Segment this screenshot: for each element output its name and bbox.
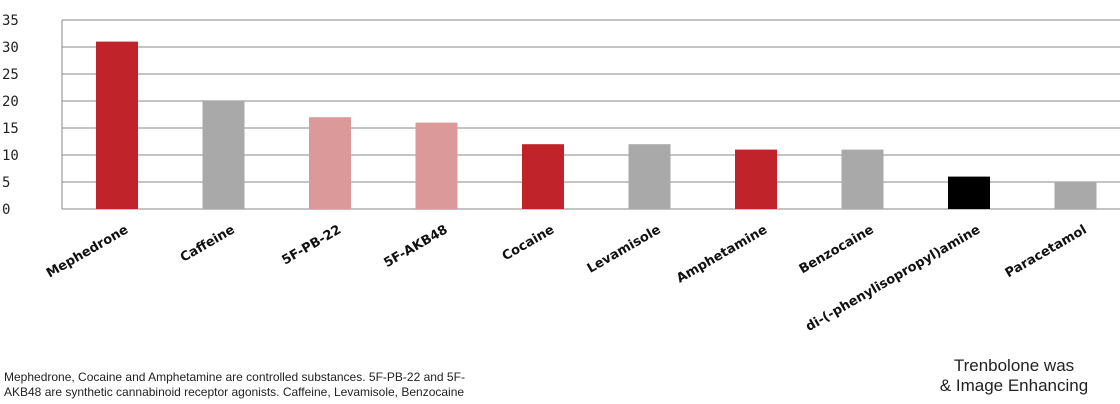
y-tick-label: 35: [2, 13, 19, 29]
x-category-label: 5F-PB-22: [279, 222, 344, 268]
bar-mephedrone: [96, 41, 138, 209]
x-category-label: Cocaine: [500, 222, 557, 264]
y-tick-label: 5: [2, 175, 10, 191]
bar-amphetamine: [735, 149, 777, 209]
x-category-label: Caffeine: [178, 222, 238, 265]
x-category-label: Mephedrone: [44, 222, 131, 281]
y-tick-label: 0: [2, 202, 10, 218]
y-tick-label: 15: [2, 121, 19, 137]
x-category-label: Paracetamol: [1003, 222, 1090, 281]
y-tick-label: 25: [2, 67, 19, 83]
side-note-line-1: Trenbolone was: [953, 356, 1075, 375]
y-tick-label: 10: [2, 148, 19, 164]
bar-5f-pb-22: [309, 117, 351, 209]
x-category-label: Benzocaine: [797, 222, 877, 277]
x-category-label: Amphetamine: [674, 222, 770, 286]
x-category-label: di-(-phenylisopropyl)amine: [803, 222, 983, 335]
bar-cocaine: [522, 144, 564, 209]
side-note-line-2: & Image Enhancing: [939, 376, 1089, 395]
bar-caffeine: [202, 101, 245, 209]
chart-footnote: Mephedrone, Cocaine and Amphetamine are …: [4, 370, 465, 399]
bar-levamisole: [628, 144, 671, 209]
bar-di-phenylisopropyl-amine: [948, 176, 990, 209]
x-category-label: Levamisole: [585, 222, 664, 276]
y-tick-label: 30: [2, 40, 19, 56]
x-category-label: 5F-AKB48: [381, 222, 450, 271]
y-tick-label: 20: [2, 94, 19, 110]
bar-5f-akb48: [415, 122, 458, 209]
side-note: Trenbolone was & Image Enhancing: [908, 356, 1120, 396]
bar-benzocaine: [841, 149, 884, 209]
bar-paracetamol: [1054, 182, 1097, 209]
